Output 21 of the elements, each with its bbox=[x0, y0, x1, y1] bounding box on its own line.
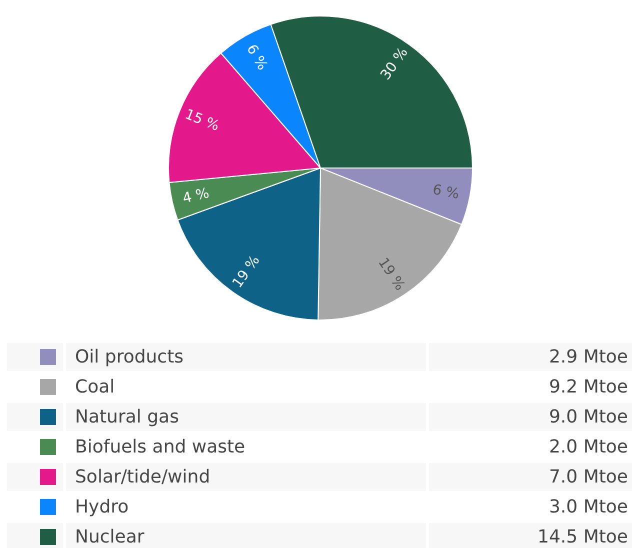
text: 2.0 Mtoe bbox=[548, 436, 628, 458]
data-label: 4 % bbox=[181, 185, 211, 207]
text: 3.0 Mtoe bbox=[548, 496, 628, 518]
text: 9.2 Mtoe bbox=[548, 376, 628, 398]
legend-label: Natural gas bbox=[75, 406, 179, 428]
data-label: 19 % bbox=[374, 255, 408, 294]
legend-label: Biofuels and waste bbox=[75, 436, 246, 458]
data-label: 6 % bbox=[243, 42, 270, 73]
text: 14.5 Mtoe bbox=[538, 526, 628, 548]
data-label: 30 % bbox=[378, 44, 412, 84]
data-label: 6 % bbox=[431, 182, 460, 203]
legend-label: Solar/tide/wind bbox=[75, 466, 210, 488]
text: 2.9 Mtoe bbox=[548, 346, 628, 368]
legend-label: Coal bbox=[75, 376, 115, 398]
text: 9.0 Mtoe bbox=[548, 406, 628, 428]
legend-label: Nuclear bbox=[75, 526, 145, 548]
text: 7.0 Mtoe bbox=[548, 466, 628, 488]
data-label: 19 % bbox=[230, 252, 264, 292]
legend-label: Hydro bbox=[75, 496, 129, 518]
legend-label: Oil products bbox=[75, 346, 184, 368]
data-label: 15 % bbox=[182, 106, 222, 135]
